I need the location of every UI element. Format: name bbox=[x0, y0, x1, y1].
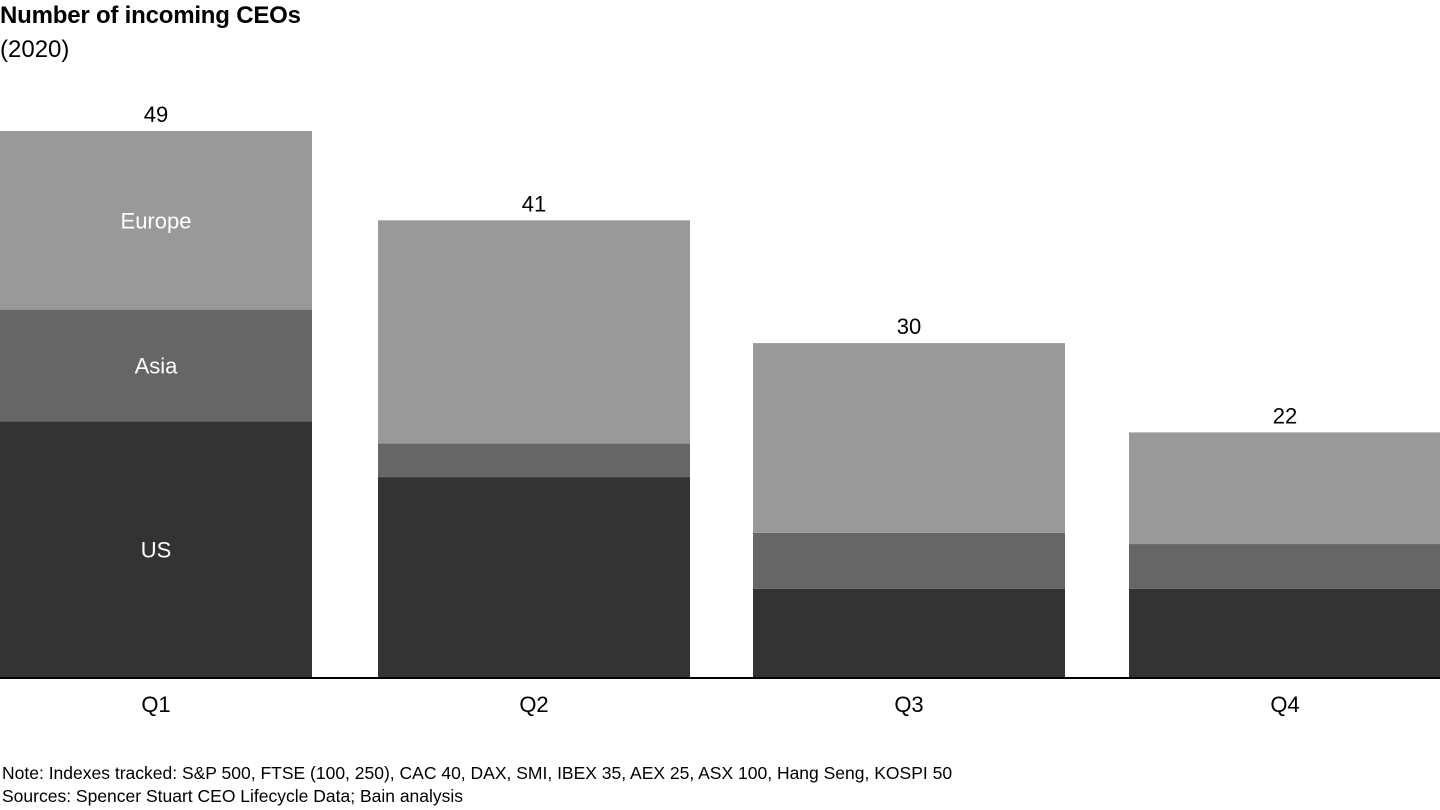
series-label-us: US bbox=[141, 538, 172, 563]
series-label-europe: Europe bbox=[121, 208, 192, 233]
chart-title: Number of incoming CEOs bbox=[0, 2, 301, 29]
bar-segment-europe-q4 bbox=[1129, 432, 1440, 545]
stacked-bar-chart: US Asia Europe 49 Q1 41 Q2 30 Q3 22 Q4 bbox=[0, 102, 1440, 717]
total-label-q2: 41 bbox=[522, 191, 546, 216]
category-label-q4: Q4 bbox=[1270, 692, 1299, 717]
footnotes: Note: Indexes tracked: S&P 500, FTSE (10… bbox=[2, 762, 952, 808]
bar-segment-us-q1 bbox=[0, 421, 312, 678]
category-label-q1: Q1 bbox=[141, 692, 170, 717]
total-label-q1: 49 bbox=[144, 102, 168, 127]
category-label-q2: Q2 bbox=[519, 692, 548, 717]
bar-segment-europe-q2 bbox=[378, 220, 690, 444]
total-label-q4: 22 bbox=[1273, 403, 1297, 428]
bar-segment-us-q3 bbox=[753, 588, 1065, 678]
note-text: Note: Indexes tracked: S&P 500, FTSE (10… bbox=[2, 763, 953, 783]
sources-text: Sources: Spencer Stuart CEO Lifecycle Da… bbox=[2, 786, 464, 806]
category-label-q3: Q3 bbox=[894, 692, 923, 717]
bar-segment-asia-q1 bbox=[0, 309, 312, 422]
bar-segment-europe-q1 bbox=[0, 131, 312, 310]
bar-segment-europe-q3 bbox=[753, 343, 1065, 533]
bar-segment-asia-q2 bbox=[378, 443, 690, 478]
chart-subtitle: (2020) bbox=[0, 36, 70, 63]
bar-segment-us-q2 bbox=[378, 477, 690, 678]
series-label-asia: Asia bbox=[135, 353, 179, 378]
total-label-q3: 30 bbox=[897, 314, 921, 339]
bar-segment-us-q4 bbox=[1129, 588, 1440, 678]
bar-segment-asia-q3 bbox=[753, 532, 1065, 589]
bar-segment-asia-q4 bbox=[1129, 544, 1440, 589]
